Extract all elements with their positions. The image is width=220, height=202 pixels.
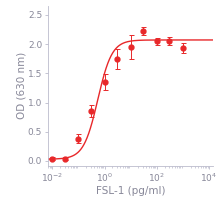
X-axis label: FSL-1 (pg/ml): FSL-1 (pg/ml) [96, 186, 166, 196]
Y-axis label: OD (630 nm): OD (630 nm) [16, 52, 26, 119]
